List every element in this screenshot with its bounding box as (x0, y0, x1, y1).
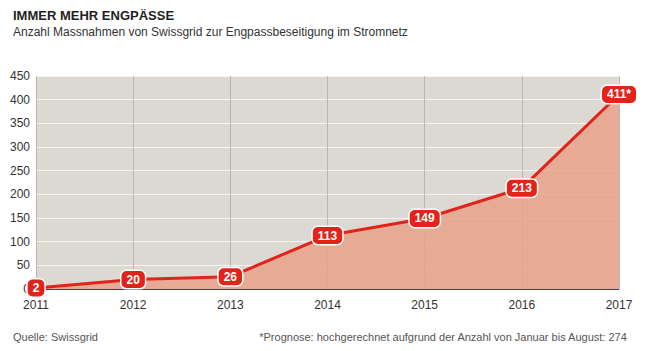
svg-text:213: 213 (512, 181, 532, 195)
svg-text:2014: 2014 (314, 298, 341, 312)
svg-text:400: 400 (10, 93, 30, 107)
svg-text:150: 150 (10, 211, 30, 225)
svg-text:200: 200 (10, 187, 30, 201)
svg-text:50: 50 (17, 258, 31, 272)
svg-text:*Prognose: hochgerechnet aufgr: *Prognose: hochgerechnet aufgrund der An… (259, 331, 627, 343)
svg-text:350: 350 (10, 116, 30, 130)
svg-text:300: 300 (10, 140, 30, 154)
svg-text:2017: 2017 (606, 298, 633, 312)
svg-text:250: 250 (10, 164, 30, 178)
svg-text:Anzahl Massnahmen von Swissgri: Anzahl Massnahmen von Swissgrid zur Engp… (13, 25, 408, 39)
svg-text:450: 450 (10, 69, 30, 83)
svg-text:20: 20 (126, 273, 140, 287)
svg-text:2016: 2016 (508, 298, 535, 312)
svg-text:2012: 2012 (120, 298, 147, 312)
svg-text:2: 2 (33, 281, 40, 295)
svg-text:IMMER MEHR ENGPÄSSE: IMMER MEHR ENGPÄSSE (13, 8, 174, 23)
svg-text:Quelle: Swissgrid: Quelle: Swissgrid (13, 331, 98, 343)
svg-text:2011: 2011 (23, 298, 49, 312)
svg-text:100: 100 (10, 235, 30, 249)
svg-text:26: 26 (224, 270, 238, 284)
svg-text:149: 149 (415, 211, 435, 225)
svg-text:2013: 2013 (217, 298, 244, 312)
svg-text:411*: 411* (607, 87, 631, 101)
svg-text:2015: 2015 (411, 298, 438, 312)
svg-text:113: 113 (318, 229, 338, 243)
